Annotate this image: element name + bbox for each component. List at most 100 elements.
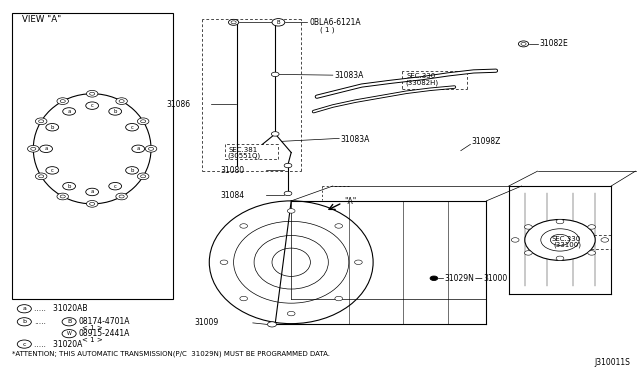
Circle shape (228, 19, 239, 25)
Text: W: W (67, 331, 72, 336)
Circle shape (63, 108, 76, 115)
Text: 31009: 31009 (195, 318, 219, 327)
Text: c: c (51, 168, 54, 173)
Text: c: c (91, 103, 93, 108)
Bar (12, 13, 173, 299)
Circle shape (60, 195, 65, 198)
Circle shape (125, 167, 138, 174)
Text: B: B (67, 319, 71, 324)
Text: 31098Z: 31098Z (472, 137, 501, 146)
Circle shape (287, 209, 295, 213)
Circle shape (284, 163, 292, 168)
Text: 0BLA6-6121A: 0BLA6-6121A (309, 18, 361, 27)
Text: 31086: 31086 (166, 100, 190, 109)
Circle shape (28, 145, 39, 152)
Text: c: c (22, 341, 26, 347)
Circle shape (518, 41, 529, 47)
Circle shape (132, 145, 145, 153)
Circle shape (138, 173, 149, 180)
Circle shape (355, 260, 362, 264)
Circle shape (556, 256, 564, 260)
Text: (33082H): (33082H) (405, 79, 438, 86)
Circle shape (231, 21, 236, 24)
Circle shape (525, 225, 532, 229)
Circle shape (109, 108, 122, 115)
Circle shape (38, 175, 44, 178)
Circle shape (62, 330, 76, 338)
Circle shape (141, 175, 146, 178)
Circle shape (86, 201, 98, 207)
Text: 31080: 31080 (220, 166, 244, 174)
Text: VIEW "A": VIEW "A" (22, 15, 61, 24)
Text: 31082E: 31082E (540, 39, 568, 48)
Circle shape (335, 296, 342, 301)
Text: < 1 >: < 1 > (82, 325, 102, 331)
Circle shape (31, 147, 36, 150)
Circle shape (125, 124, 138, 131)
Circle shape (268, 322, 276, 327)
Circle shape (119, 100, 124, 103)
Text: b: b (113, 109, 117, 114)
Text: 08915-2441A: 08915-2441A (78, 329, 129, 338)
Circle shape (511, 238, 519, 242)
Circle shape (86, 188, 99, 196)
Text: a: a (44, 146, 48, 151)
Text: 31029N: 31029N (444, 274, 474, 283)
Text: "A": "A" (344, 197, 356, 206)
Text: a: a (90, 189, 94, 195)
Circle shape (60, 100, 65, 103)
Text: SEC.330: SEC.330 (552, 236, 581, 242)
Text: a: a (136, 146, 140, 151)
Circle shape (38, 120, 44, 123)
Circle shape (271, 132, 279, 136)
Text: (33100): (33100) (553, 241, 581, 248)
Circle shape (17, 340, 31, 348)
Circle shape (588, 225, 595, 229)
Circle shape (240, 224, 248, 228)
Text: b: b (22, 319, 26, 324)
Circle shape (116, 193, 127, 200)
Circle shape (284, 191, 292, 196)
Circle shape (272, 19, 285, 26)
Circle shape (62, 318, 76, 326)
Circle shape (220, 260, 228, 264)
Circle shape (541, 229, 579, 251)
Text: J310011S: J310011S (595, 358, 630, 367)
Text: b: b (67, 184, 71, 189)
Text: SEC.330: SEC.330 (406, 73, 436, 79)
Text: b: b (51, 125, 54, 130)
Circle shape (148, 147, 154, 150)
Circle shape (35, 118, 47, 125)
Text: .....   31020A: ..... 31020A (34, 340, 83, 349)
Circle shape (287, 311, 295, 316)
Text: b: b (131, 168, 134, 173)
Text: 08174-4701A: 08174-4701A (78, 317, 129, 326)
Circle shape (430, 276, 438, 280)
Circle shape (588, 251, 595, 255)
Circle shape (141, 120, 146, 123)
Text: 31084: 31084 (220, 191, 244, 200)
Text: < 1 >: < 1 > (82, 337, 102, 343)
Text: (30551Q): (30551Q) (227, 152, 260, 159)
Circle shape (525, 251, 532, 255)
Circle shape (521, 42, 526, 45)
Text: 31083A: 31083A (334, 71, 364, 80)
Text: *ATTENTION; THIS AUTOMATIC TRANSMISSION(P/C  31029N) MUST BE PROGRAMMED DATA.: *ATTENTION; THIS AUTOMATIC TRANSMISSION(… (12, 351, 330, 357)
Circle shape (145, 145, 157, 152)
Circle shape (86, 90, 98, 97)
Text: ( 1 ): ( 1 ) (320, 26, 335, 33)
Text: —: — (475, 274, 483, 283)
Circle shape (46, 167, 59, 174)
Text: .....: ..... (34, 317, 46, 326)
Circle shape (63, 182, 76, 190)
Text: B: B (276, 20, 280, 25)
Circle shape (525, 219, 595, 260)
Text: a: a (22, 306, 26, 311)
Circle shape (550, 234, 570, 246)
Circle shape (119, 195, 124, 198)
Text: c: c (114, 184, 116, 189)
Circle shape (46, 124, 59, 131)
Circle shape (90, 202, 95, 205)
Text: c: c (131, 125, 134, 130)
Text: a: a (67, 109, 71, 114)
